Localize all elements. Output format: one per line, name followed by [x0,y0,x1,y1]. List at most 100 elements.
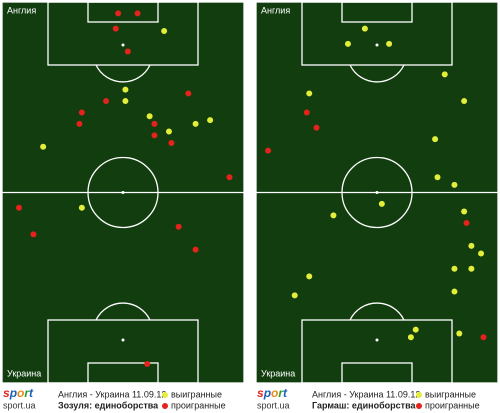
legend-dot [416,403,422,409]
top-label: Англия [261,5,290,15]
penalty-spot [121,338,125,342]
duel-point [30,231,37,238]
duel-point [115,10,122,17]
logo-site: sport.ua [257,400,290,410]
duel-point [185,90,192,97]
duel-point [344,40,351,47]
center-spot [375,191,379,194]
duel-point [265,147,272,154]
bottom-label: Украина [261,368,295,378]
duel-point [463,219,470,226]
duel-point [378,200,385,207]
duel-point [451,288,458,295]
duel-point [451,181,458,188]
duel-point [456,330,463,337]
duel-point [78,109,85,116]
legend-dot [162,403,168,409]
duel-point [165,128,172,135]
goal-area [87,1,159,23]
duel-point [146,113,153,120]
duel-point [306,273,313,280]
logo: sport [257,386,288,400]
duel-point [361,25,368,32]
duel-point [151,120,158,127]
goal-area [87,362,159,384]
logo-letter: s [257,386,264,400]
title: Зозуля: единоборства [58,400,159,410]
legend-label: выигранные [425,389,476,399]
logo-letter: o [271,386,278,400]
duel-point [451,265,458,272]
duel-point [40,143,47,150]
duel-point [468,265,475,272]
penalty-spot [121,43,125,47]
duel-point [192,120,199,127]
penalty-arc [95,302,151,321]
logo-site: sport.ua [3,400,36,410]
duel-point [303,109,310,116]
duel-point [461,98,468,105]
logo-letter: p [263,386,271,400]
duel-point [330,212,337,219]
duel-point [461,208,468,215]
logo-letter: p [9,386,17,400]
duel-point [468,242,475,249]
bottom-label: Украина [7,368,41,378]
penalty-arc [349,64,405,83]
logo-letter: t [29,386,34,400]
legend-label: выигранные [171,389,222,399]
duel-point [151,132,158,139]
duel-point [412,326,419,333]
duel-point [478,250,485,257]
duel-point [207,117,214,124]
duel-point [15,204,22,211]
duel-point [432,136,439,143]
duel-point [226,174,233,181]
duel-point [441,71,448,78]
legend-dot [162,392,168,398]
top-label: Англия [7,5,36,15]
duel-point [480,334,487,341]
logo-letter: t [283,386,288,400]
duel-point [78,204,85,211]
legend-label: проигранные [171,400,226,410]
duel-point [122,98,129,105]
legend-dot [416,392,422,398]
logo-letter: r [278,386,284,400]
goal-area [341,362,413,384]
duel-point [103,98,110,105]
duel-point [168,139,175,146]
duel-point [407,334,414,341]
penalty-spot [375,338,379,342]
subtitle: Англия - Украина 11.09.12 [58,389,166,399]
duel-point [386,40,393,47]
logo-letter: r [24,386,30,400]
penalty-arc [349,302,405,321]
duel-point [313,124,320,131]
center-circle [87,156,159,229]
duel-point [161,27,168,34]
center-spot [121,191,125,194]
logo-letter: s [3,386,10,400]
penalty-spot [375,43,379,47]
duel-point [306,90,313,97]
duel-point [112,25,119,32]
legend-label: проигранные [425,400,480,410]
duel-point [291,292,298,299]
duel-point [76,120,83,127]
duel-point [134,10,141,17]
goal-area [341,1,413,23]
duel-point [192,246,199,253]
duel-point [144,360,151,367]
subtitle: Англия - Украина 11.09.12 [312,389,420,399]
duel-point [124,48,131,55]
center-circle [341,156,413,229]
duel-point [175,223,182,230]
duel-point [122,86,129,93]
duel-point [434,174,441,181]
penalty-arc [95,64,151,83]
title: Гармаш: единоборства [312,400,416,410]
